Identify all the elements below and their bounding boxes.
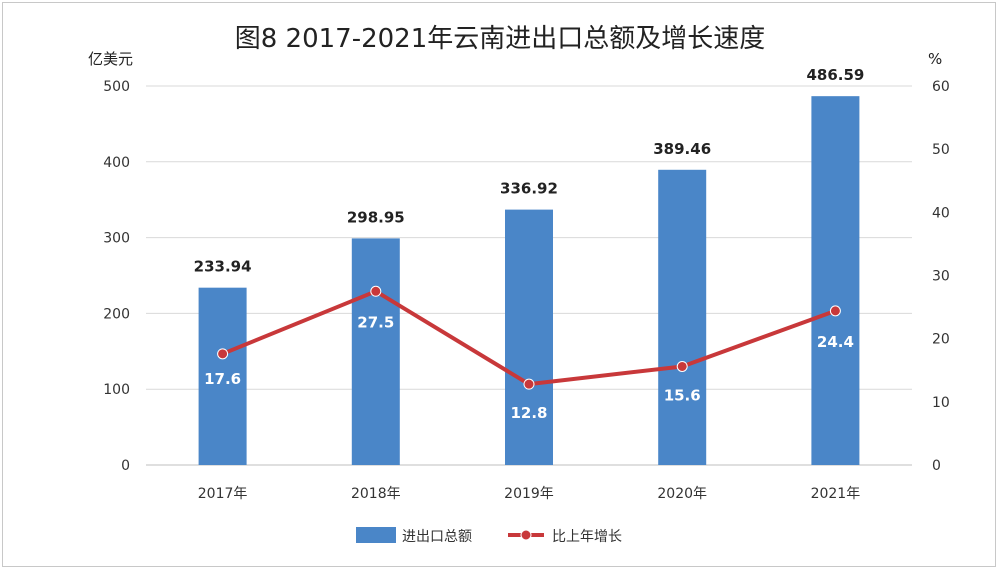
- y-left-tick-label: 200: [103, 306, 130, 322]
- bar-value-label: 336.92: [500, 180, 558, 198]
- x-category-label: 2021年: [811, 486, 861, 502]
- bar-value-label: 486.59: [806, 66, 864, 84]
- bar-value-label: 233.94: [194, 258, 252, 276]
- y-right-tick-label: 50: [932, 142, 950, 158]
- legend-bar-label: 进出口总额: [402, 529, 472, 545]
- growth-value-label: 15.6: [664, 386, 701, 404]
- y-left-tick-label: 300: [103, 231, 130, 247]
- growth-value-label: 12.8: [510, 404, 547, 422]
- x-category-label: 2017年: [198, 486, 248, 502]
- chart-title: 图8 2017-2021年云南进出口总额及增长速度: [235, 24, 766, 54]
- y-right-tick-label: 40: [932, 205, 950, 221]
- growth-value-label: 27.5: [357, 313, 394, 331]
- legend: 进出口总额 比上年增长: [356, 527, 622, 545]
- y-right-tick-label: 60: [932, 79, 950, 95]
- y-left-axis-label: 亿美元: [88, 50, 133, 68]
- x-category-label: 2019年: [504, 486, 554, 502]
- growth-point: [829, 305, 841, 317]
- growth-point: [676, 360, 688, 372]
- bar: [198, 287, 247, 465]
- growth-value-label: 24.4: [817, 333, 854, 351]
- y-right-axis-label: %: [928, 50, 942, 68]
- growth-value-label: 17.6: [204, 370, 241, 388]
- legend-bar-swatch: [356, 527, 396, 543]
- legend-line-marker: [520, 529, 532, 541]
- bar-value-label: 298.95: [347, 208, 405, 226]
- y-left-tick-label: 0: [121, 458, 130, 474]
- growth-point: [523, 378, 535, 390]
- y-right-tick-label: 20: [932, 332, 950, 348]
- growth-point: [217, 348, 229, 360]
- bar-value-label: 389.46: [653, 140, 711, 158]
- x-category-label: 2018年: [351, 486, 401, 502]
- y-left-tick-label: 100: [103, 382, 130, 398]
- bar: [658, 169, 707, 466]
- legend-line-label: 比上年增长: [552, 529, 622, 545]
- y-right-tick-label: 30: [932, 269, 950, 285]
- bar: [811, 96, 860, 465]
- y-right-tick-label: 0: [932, 458, 941, 474]
- bar: [505, 209, 553, 465]
- y-left-tick-label: 500: [103, 79, 130, 95]
- x-category-label: 2020年: [657, 486, 707, 502]
- growth-point: [370, 285, 382, 297]
- y-right-tick-label: 10: [932, 395, 950, 411]
- bar: [351, 238, 400, 465]
- y-left-tick-label: 400: [103, 155, 130, 171]
